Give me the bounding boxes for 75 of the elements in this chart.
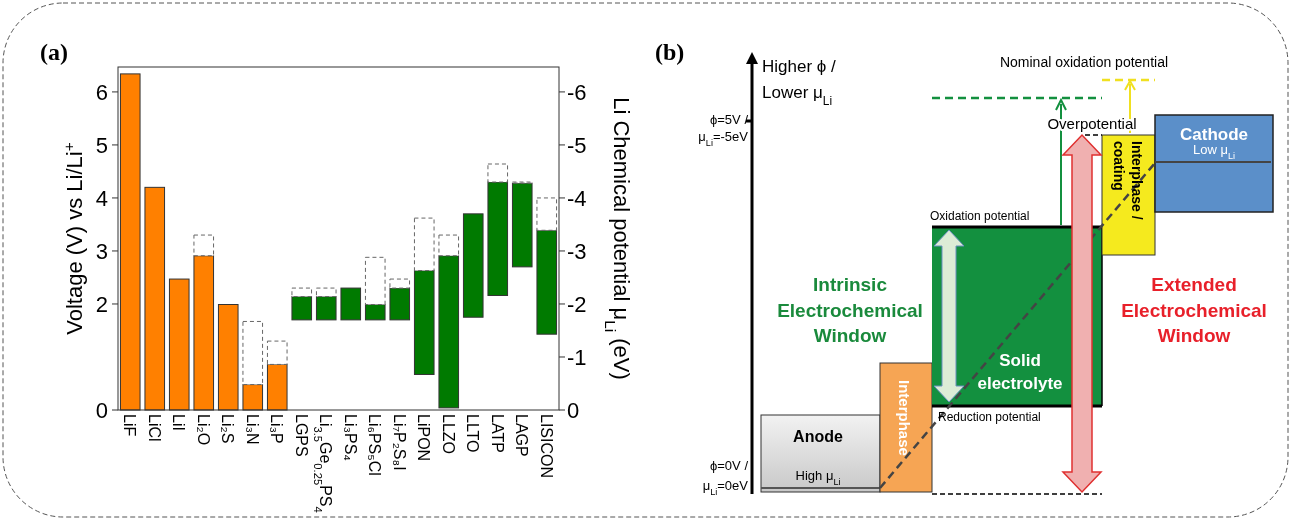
bar	[340, 287, 362, 321]
x-tick-label: LiCl	[145, 414, 163, 442]
text: Window	[813, 325, 887, 346]
bar	[193, 234, 215, 257]
text: μ$_{Li}$=-5eV	[698, 129, 749, 148]
x-tick-label: Li₃N	[243, 414, 261, 445]
x-tick-label: LISICON	[537, 414, 555, 479]
bar	[242, 320, 264, 386]
bar	[438, 234, 460, 257]
y-tick-label: 5	[95, 132, 108, 158]
x-tick-label: Li₃PS₄	[341, 414, 359, 461]
bar	[487, 181, 509, 296]
text: Cathode	[1180, 125, 1248, 144]
bar	[291, 287, 313, 298]
y2-tick-label: 0	[567, 397, 580, 423]
text: Window	[1157, 325, 1231, 346]
text: Oxidation potential	[930, 209, 1030, 223]
bar	[511, 182, 533, 268]
x-tick-label: Li₇P₂S₈I	[390, 414, 408, 471]
text: Higher ϕ /	[762, 57, 837, 76]
bar	[536, 197, 558, 231]
y2-tick-label: -4	[567, 185, 587, 211]
x-tick-label: LATP	[488, 414, 506, 453]
text: coating	[1111, 141, 1127, 191]
y2-tick-label: -1	[567, 344, 587, 370]
y-tick-label: 4	[95, 185, 108, 211]
x-tick-label: Li₂S	[219, 414, 237, 444]
bar	[315, 296, 337, 321]
bar	[291, 296, 313, 321]
chart-title: (a)	[40, 39, 68, 65]
y2-tick-label: -5	[567, 132, 587, 158]
text: Electrochemical	[1121, 300, 1267, 321]
x-tick-label: LiI	[170, 414, 188, 431]
text: Intrinsic	[813, 274, 888, 295]
x-tick-label: LLZO	[439, 414, 457, 455]
text: Interphase	[896, 380, 913, 456]
bar	[413, 270, 435, 375]
text: Reduction potential	[938, 410, 1041, 424]
x-tick-label: LLTO	[464, 414, 482, 453]
y2-tick-label: -6	[567, 79, 587, 105]
bar	[389, 278, 411, 289]
y2-tick-label: -3	[567, 238, 587, 264]
text: (b)	[655, 39, 685, 65]
text: ϕ=0V /	[710, 458, 749, 473]
bar	[315, 287, 337, 298]
x-tick-label: LAGP	[513, 414, 531, 457]
x-tick-label: LiF	[121, 414, 139, 437]
text: Extended	[1151, 274, 1237, 295]
text: electrolyte	[977, 374, 1063, 393]
text: Low μ$_{Li}$	[1192, 142, 1236, 161]
y-tick-label: 3	[95, 238, 108, 264]
bar	[266, 340, 288, 365]
text: Solid	[999, 351, 1041, 370]
x-tick-label: Li₆PS₅Cl	[366, 414, 384, 476]
y-tick-label: 0	[95, 397, 108, 423]
bar	[462, 213, 484, 318]
text: Nominal oxidation potential	[999, 54, 1169, 70]
bar	[487, 163, 509, 183]
text: Lower μ$_{Li}$	[762, 83, 833, 108]
text: Anode	[793, 428, 843, 445]
y2-tick-label: -2	[567, 291, 587, 317]
text: Interphase /	[1129, 141, 1145, 220]
x-tick-label: Li₂O	[194, 414, 212, 446]
bar	[364, 304, 386, 321]
x-tick-label: LGPS	[292, 414, 310, 457]
bar	[413, 217, 435, 272]
bar	[389, 287, 411, 321]
text: High μ$_{Li}$	[795, 468, 841, 487]
y-tick-label: 2	[95, 291, 108, 317]
y-tick-label: 6	[95, 79, 108, 105]
text: μ$_{Li}$=0eV	[702, 478, 749, 497]
text: Electrochemical	[777, 300, 923, 321]
x-tick-label: LiPON	[415, 414, 433, 462]
x-tick-label: Li₃P	[268, 414, 286, 444]
bar	[364, 256, 386, 305]
